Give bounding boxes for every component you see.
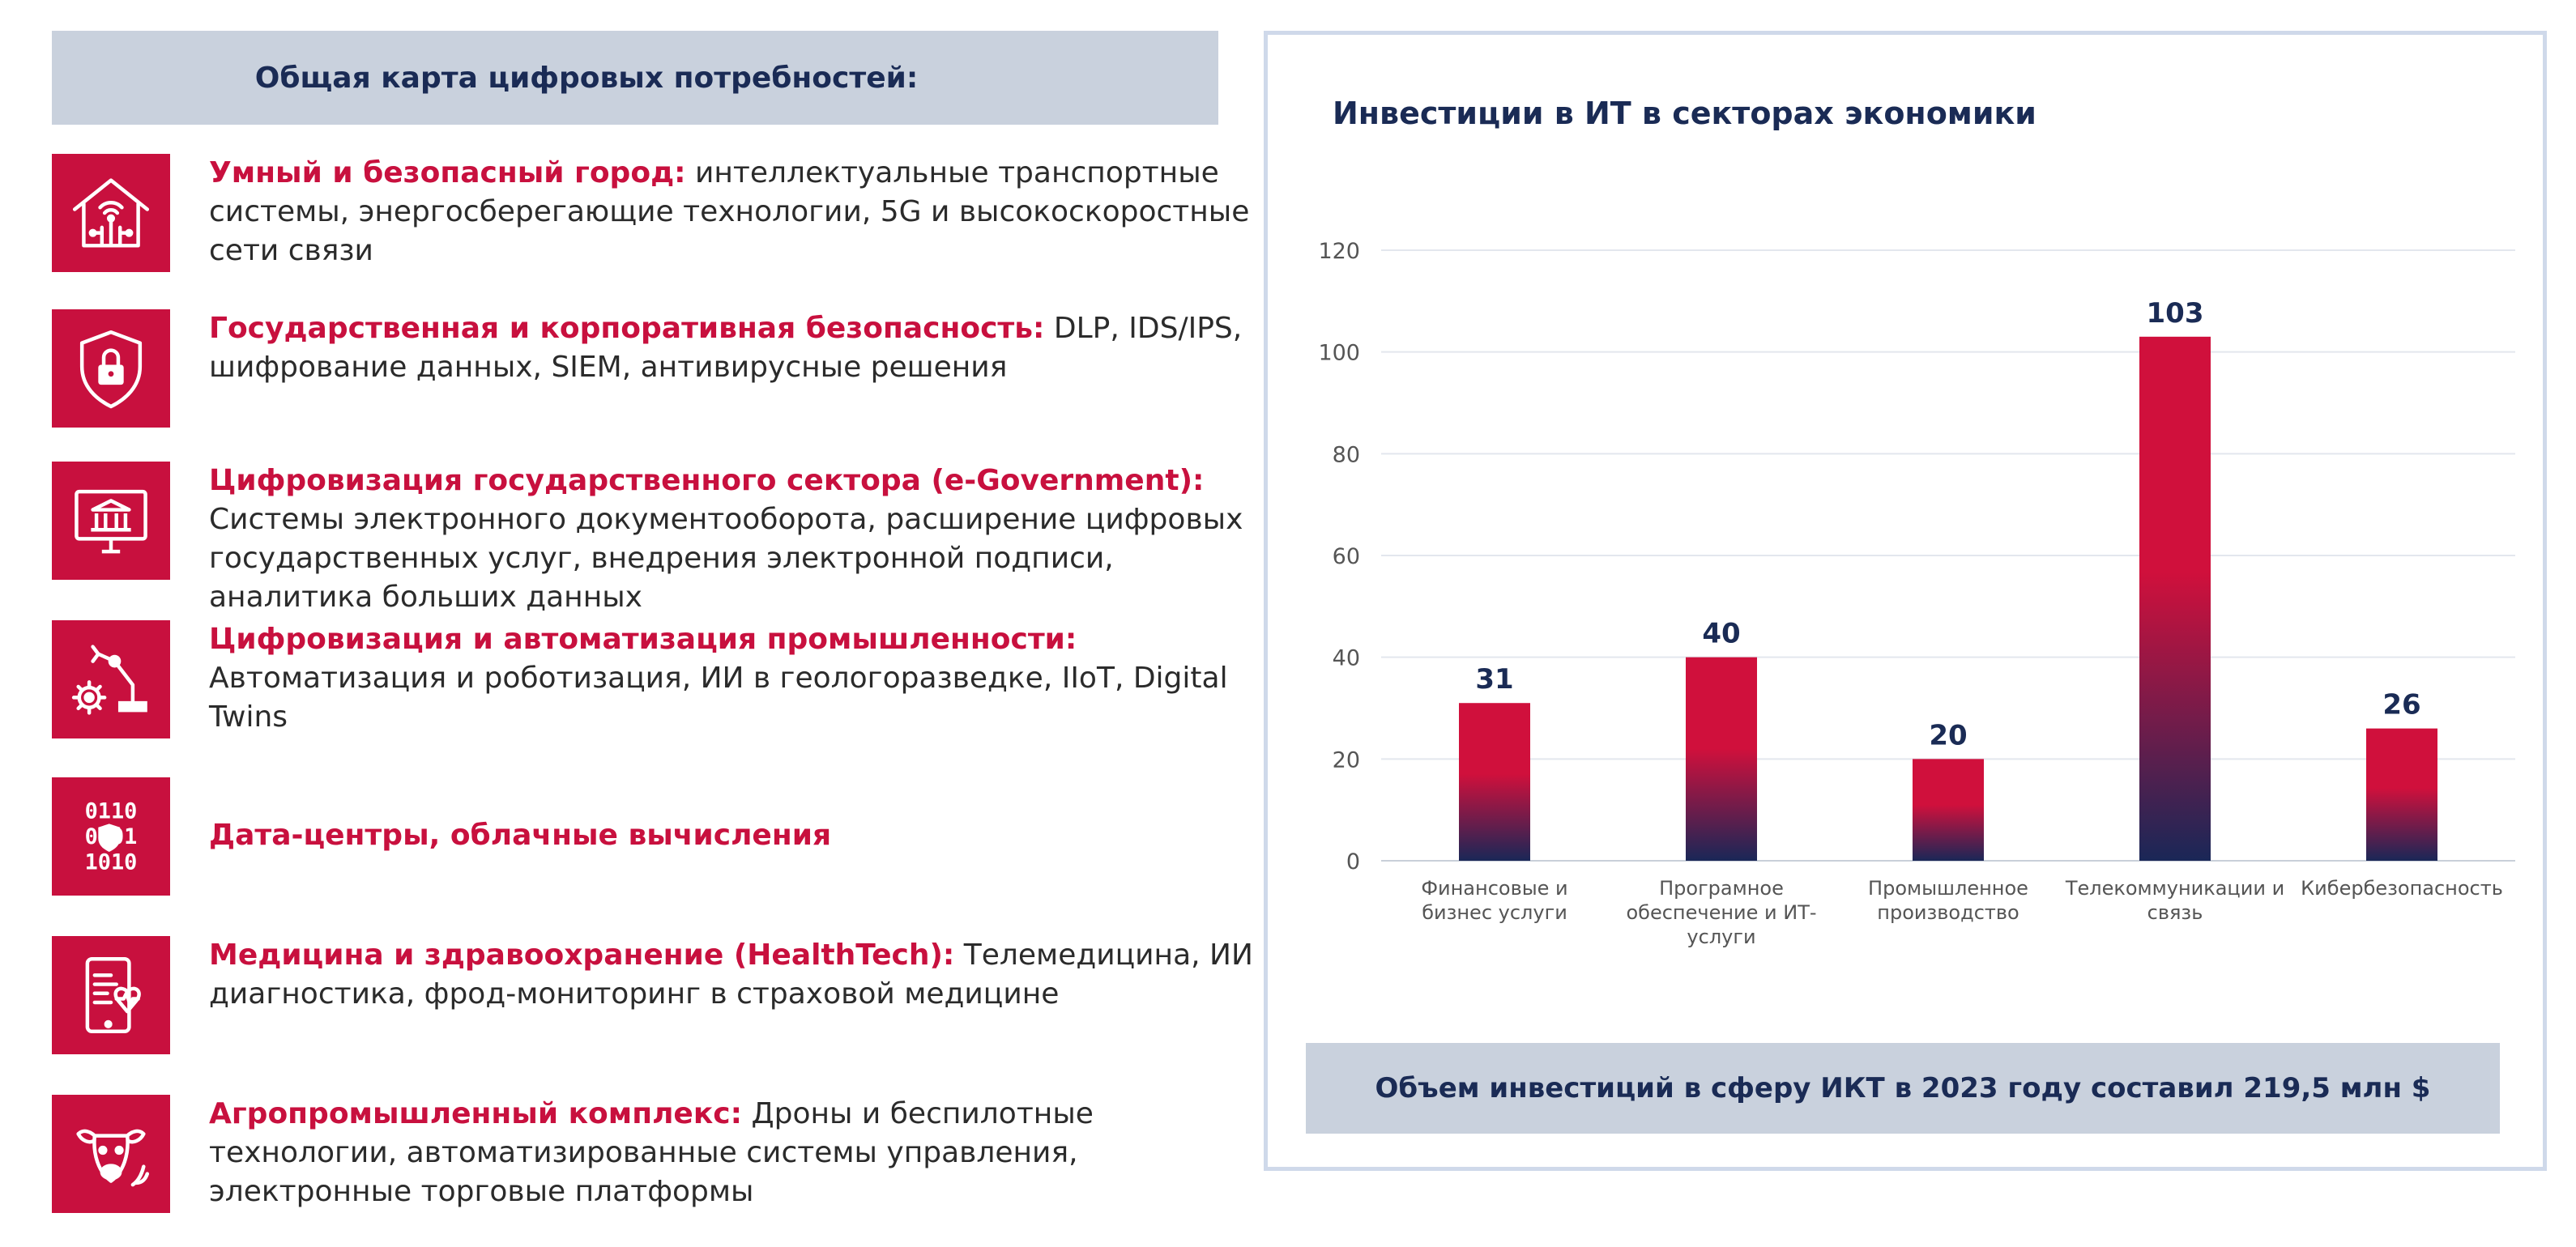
chart-title: Инвестиции в ИТ в секторах экономики <box>1333 96 2036 131</box>
x-axis-ticks: Финансовые и бизнес услуги Програмное обесп… <box>1421 877 2503 948</box>
investment-total-banner: Объем инвестиций в сферу ИКТ в 2023 году… <box>1306 1043 2500 1134</box>
need-text: Цифровизация государственного сектора (e… <box>209 462 1254 617</box>
need-description: Дроны и беспилотные технологии, автомати… <box>209 1097 1094 1208</box>
need-description: интеллектуальные транспортные системы, э… <box>209 156 1250 267</box>
x-tick-label: Телекоммуникации и связь <box>2065 877 2284 924</box>
government-monitor-icon <box>52 462 170 580</box>
need-title: Дата-центры, облачные вычисления <box>209 819 832 852</box>
bar <box>1913 759 1984 861</box>
need-text: Агропромышленный комплекс: Дроны и беспи… <box>209 1095 1254 1211</box>
investment-chart-panel: Инвестиции в ИТ в секторах экономики 0 20… <box>1264 31 2547 1171</box>
need-title: Цифровизация и автоматизация промышленно… <box>209 623 1077 656</box>
y-axis-ticks: 0 20 40 60 80 100 120 <box>1318 239 1360 875</box>
cow-icon <box>52 1095 170 1213</box>
need-description: Автоматизация и роботизация, ИИ в геолог… <box>209 662 1228 734</box>
data-label: 26 <box>2382 689 2420 721</box>
bar-chart: 0 20 40 60 80 100 120 31 40 20 103 26 Финансовые и… <box>1318 239 2515 948</box>
smart-home-icon <box>52 154 170 272</box>
tablet-heartbeat-icon <box>52 936 170 1054</box>
need-description: Системы электронного документооборота, р… <box>209 503 1243 614</box>
need-text: Медицина и здравоохранение (HealthTech):… <box>209 936 1254 1014</box>
y-tick-label: 100 <box>1318 341 1360 366</box>
data-label: 103 <box>2147 297 2204 330</box>
y-tick-label: 80 <box>1333 442 1360 467</box>
binary-shield-icon: 0110 0 01 1010 <box>52 777 170 896</box>
y-tick-label: 40 <box>1333 646 1360 671</box>
svg-text:1010: 1010 <box>85 849 138 875</box>
needs-map-header: Общая карта цифровых потребностей: <box>52 31 1218 125</box>
bar <box>1686 657 1757 861</box>
need-title: Агропромышленный комплекс: <box>209 1097 743 1130</box>
svg-text:0110: 0110 <box>85 799 138 824</box>
data-labels: 31 40 20 103 26 <box>1475 297 2420 752</box>
y-tick-label: 60 <box>1333 544 1360 569</box>
y-tick-label: 0 <box>1346 849 1360 875</box>
need-text: Дата-центры, облачные вычисления <box>209 816 1254 855</box>
x-tick-label: Промышленное производство <box>1868 877 2028 924</box>
data-label: 40 <box>1702 618 1740 650</box>
need-text: Умный и безопасный город: интеллектуальн… <box>209 154 1254 270</box>
data-label: 20 <box>1929 719 1967 751</box>
shield-lock-icon <box>52 309 170 428</box>
bars <box>1459 336 2437 862</box>
robot-arm-icon <box>52 620 170 738</box>
x-tick-label: Програмное обеспечение и ИТ-услуги <box>1626 877 1816 948</box>
x-tick-label: Кибербезопасность <box>2301 877 2503 900</box>
need-text: Цифровизация и автоматизация промышленно… <box>209 620 1254 737</box>
bar <box>1459 703 1530 861</box>
need-title: Умный и безопасный город: <box>209 156 686 189</box>
y-tick-label: 20 <box>1333 747 1360 772</box>
data-label: 31 <box>1475 663 1513 696</box>
need-title: Государственная и корпоративная безопасн… <box>209 312 1045 345</box>
needs-map-title: Общая карта цифровых потребностей: <box>254 61 919 95</box>
need-title: Цифровизация государственного сектора (e… <box>209 464 1205 497</box>
need-text: Государственная и корпоративная безопасн… <box>209 309 1254 387</box>
need-description: DLP, IDS/IPS, шифрование данных, SIEM, а… <box>209 312 1243 384</box>
y-tick-label: 120 <box>1318 239 1360 264</box>
investment-total-text: Объем инвестиций в сферу ИКТ в 2023 году… <box>1375 1072 2431 1104</box>
bar <box>2139 336 2211 862</box>
x-tick-label: Финансовые и бизнес услуги <box>1421 877 1567 924</box>
bar <box>2366 728 2437 861</box>
need-title: Медицина и здравоохранение (HealthTech): <box>209 938 955 972</box>
need-description: Телемедицина, ИИ диагностика, фрод-монит… <box>209 938 1253 1011</box>
